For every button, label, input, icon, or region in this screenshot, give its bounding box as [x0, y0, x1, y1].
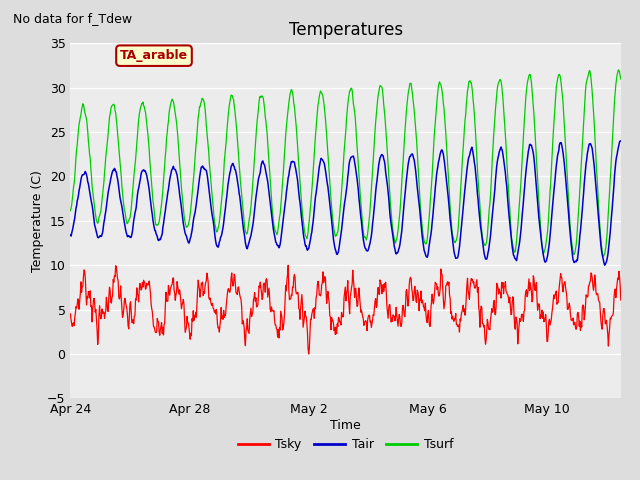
Y-axis label: Temperature (C): Temperature (C) [31, 170, 44, 272]
X-axis label: Time: Time [330, 419, 361, 432]
Title: Temperatures: Temperatures [289, 21, 403, 39]
Text: No data for f_Tdew: No data for f_Tdew [13, 12, 132, 25]
Legend: Tsky, Tair, Tsurf: Tsky, Tair, Tsurf [233, 433, 458, 456]
Text: TA_arable: TA_arable [120, 49, 188, 62]
